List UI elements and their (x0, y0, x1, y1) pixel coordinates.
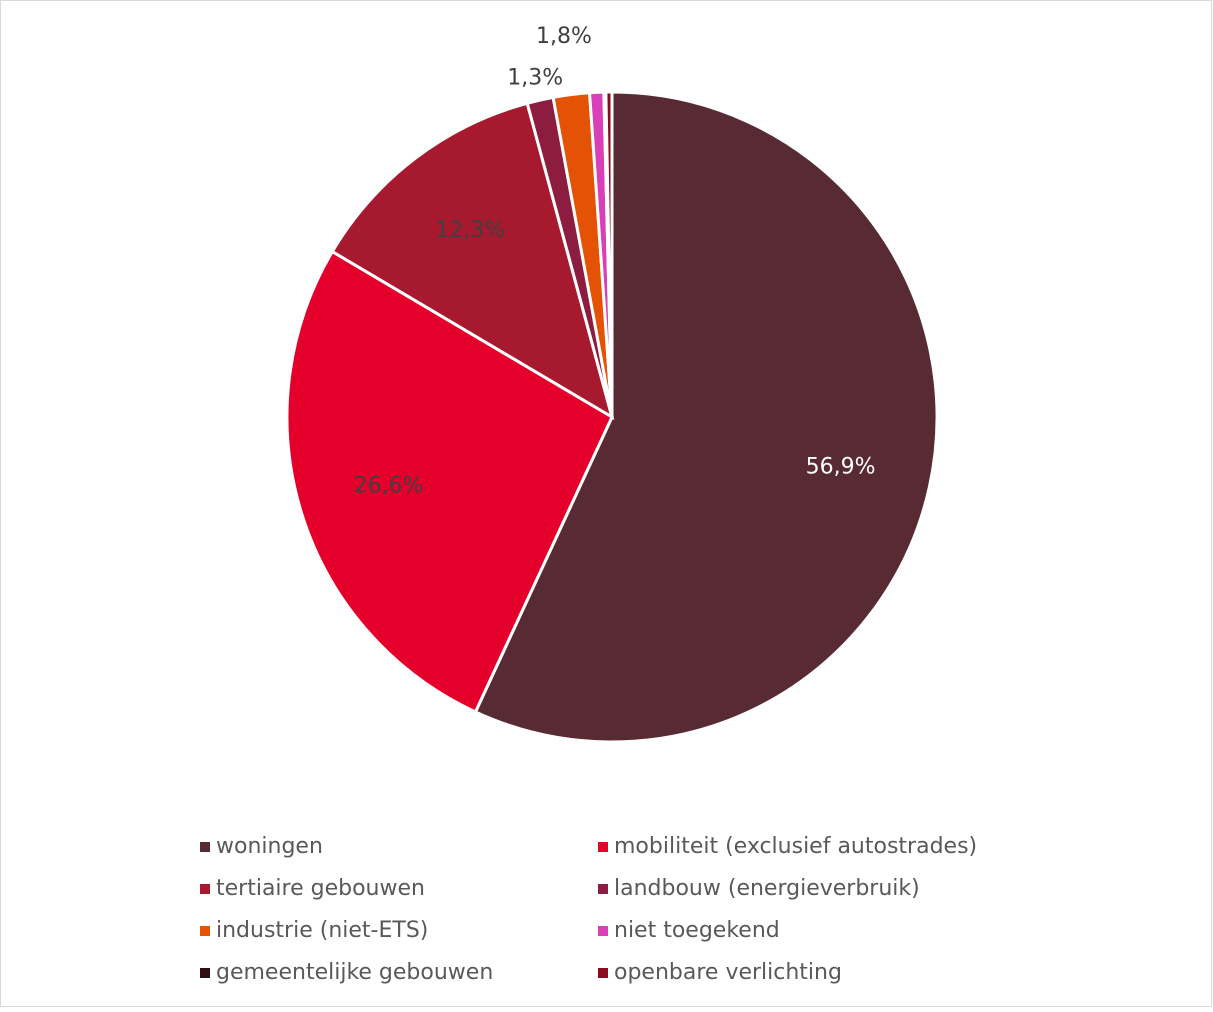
pie-slice (473, 90, 939, 744)
legend-marker (200, 842, 210, 852)
data-label: 12,3% (435, 218, 505, 243)
legend-label: landbouw (energieverbruik) (614, 876, 920, 901)
legend-marker (598, 884, 608, 894)
legend-marker (200, 884, 210, 894)
legend-label: woningen (216, 834, 323, 859)
legend-label: niet toegekend (614, 918, 780, 943)
pie-slice (330, 101, 615, 421)
legend-marker (200, 926, 210, 936)
legend-marker (598, 926, 608, 936)
data-label: 1,8% (536, 24, 592, 49)
legend-marker (200, 968, 210, 978)
pie-slice (285, 249, 614, 714)
legend-label: gemeentelijke gebouwen (216, 960, 493, 985)
data-label: 1,3% (507, 66, 563, 91)
legend-label: tertiaire gebouwen (216, 876, 425, 901)
data-label: 26,6% (354, 474, 424, 499)
data-label: 56,9% (806, 454, 876, 479)
legend-marker (598, 842, 608, 852)
legend-label: industrie (niet-ETS) (216, 918, 428, 943)
legend-label: openbare verlichting (614, 960, 842, 985)
legend-label: mobiliteit (exclusief autostrades) (614, 834, 977, 859)
pie-slice (604, 90, 614, 418)
legend-marker (598, 968, 608, 978)
